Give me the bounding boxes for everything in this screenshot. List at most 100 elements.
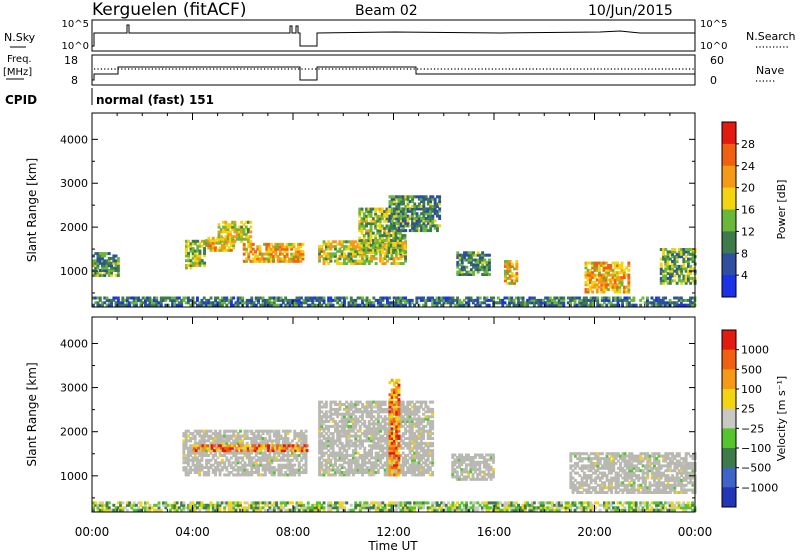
data-cell (375, 262, 378, 265)
data-cell (515, 272, 518, 275)
data-cell (438, 195, 441, 198)
data-cell (431, 408, 434, 411)
y-axis-label: Slant Range [km] (25, 158, 39, 262)
data-cell (438, 215, 441, 218)
data-cell (249, 226, 252, 229)
data-cell (196, 297, 199, 300)
data-cell (243, 243, 246, 246)
data-cell (404, 251, 407, 254)
data-cell (488, 254, 491, 257)
data-cell (345, 297, 348, 300)
data-cell (627, 274, 630, 277)
data-cell (234, 221, 237, 224)
data-cell (664, 297, 667, 300)
data-cell (117, 257, 120, 260)
data-cell (259, 245, 262, 248)
data-cell (381, 249, 384, 252)
data-cell (431, 432, 434, 435)
data-cell (293, 243, 296, 246)
nsky-panel: N.Sky 10^5 10^0 10^5 10^0 N.Search (4, 19, 796, 52)
data-cell (332, 304, 335, 307)
data-cell (155, 297, 158, 300)
data-cell (293, 464, 296, 467)
data-cell (287, 437, 290, 440)
data-cell (249, 230, 252, 233)
data-cell (192, 297, 195, 300)
data-cell (627, 262, 630, 265)
data-cell (363, 420, 366, 423)
data-cell (302, 250, 305, 253)
data-cell (660, 263, 663, 266)
data-cell (456, 471, 459, 474)
nsky-label: N.Sky (4, 31, 36, 44)
data-cell (232, 297, 235, 300)
data-cell (562, 297, 565, 300)
y-tick-label: 2000 (60, 221, 88, 234)
data-cell (404, 241, 407, 244)
data-cell (601, 452, 604, 455)
data-cell (305, 430, 308, 433)
beam-title: Beam 02 (355, 3, 418, 19)
data-cell (642, 297, 645, 300)
nsearch-label: N.Search (746, 30, 796, 43)
data-cell (249, 240, 252, 243)
data-cell (361, 208, 364, 211)
data-cell (388, 297, 391, 300)
freq-label: Freq. (7, 54, 32, 65)
data-cell (249, 235, 252, 238)
data-cell (241, 297, 244, 300)
data-cell (117, 297, 120, 300)
nsky-tick-high: 10^5 (62, 19, 89, 30)
nsearch-tick-low: 10^0 (700, 41, 727, 52)
data-cell (203, 262, 206, 265)
data-cell (239, 430, 242, 433)
data-cell (431, 420, 434, 423)
nsky-trace (92, 25, 695, 46)
data-cell (488, 259, 491, 262)
nave-tick-high: 60 (710, 54, 724, 67)
freq-panel: Freq. [MHz] 18 8 60 0 Nave (3, 54, 784, 87)
data-cell (219, 430, 222, 433)
data-cell (431, 449, 434, 452)
data-cell (465, 266, 468, 269)
data-cell (492, 468, 495, 471)
data-cell (434, 219, 437, 222)
data-cell (492, 297, 495, 300)
data-cell (384, 401, 387, 404)
data-cell (210, 297, 213, 300)
data-cell (522, 297, 525, 300)
data-cell (277, 430, 280, 433)
freq-tick-high: 18 (64, 54, 78, 67)
nave-tick-low: 0 (710, 74, 717, 87)
data-cell (431, 442, 434, 445)
date-title: 10/Jun/2015 (588, 3, 673, 19)
radar-title: Kerguelen (fitACF) (92, 0, 246, 20)
data-cell (289, 430, 292, 433)
data-cell (249, 221, 252, 224)
data-cell (431, 401, 434, 404)
nsky-tick-low: 10^0 (62, 41, 89, 52)
data-cell (99, 297, 102, 300)
data-cell (627, 269, 630, 272)
data-cell (646, 297, 649, 300)
y-tick-label: 4000 (60, 133, 88, 146)
data-cell (591, 291, 594, 294)
data-cell (431, 471, 434, 474)
y-tick-label: 3000 (60, 177, 88, 190)
data-cell (218, 223, 221, 226)
data-cell (199, 250, 202, 253)
data-cell (488, 304, 491, 307)
data-cell (250, 297, 253, 300)
data-cell (596, 297, 599, 300)
data-cell (404, 229, 407, 232)
data-cell (492, 454, 495, 457)
data-cell (411, 299, 414, 302)
data-cell (511, 263, 514, 266)
data-cell (323, 297, 326, 300)
data-cell (431, 437, 434, 440)
data-cell (608, 297, 611, 300)
data-cell (302, 243, 305, 246)
